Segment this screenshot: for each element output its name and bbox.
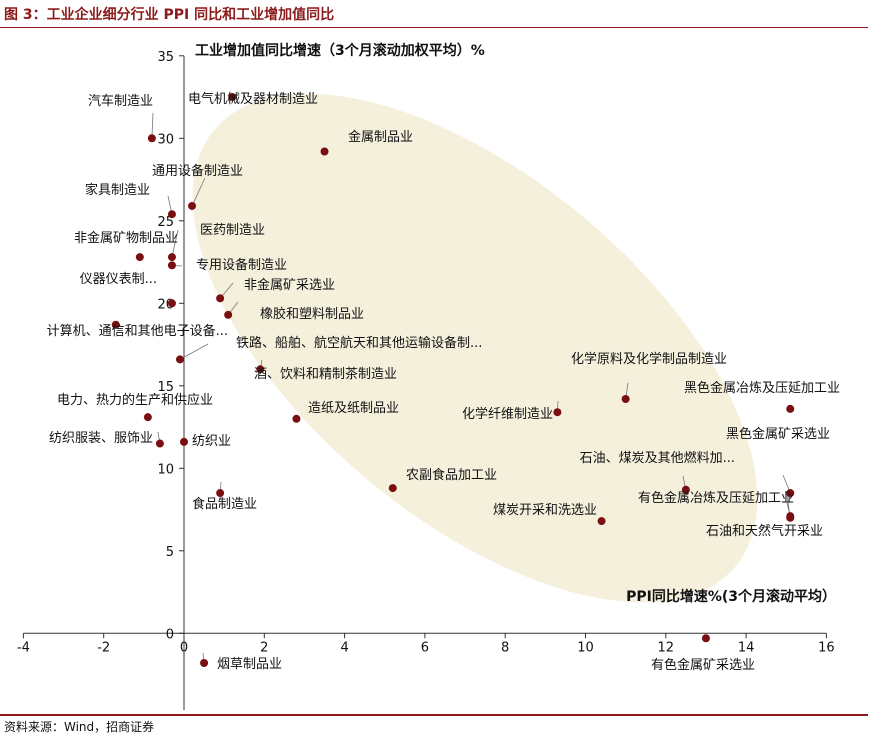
data-point <box>147 134 156 143</box>
y-tick-label: 5 <box>166 545 174 560</box>
point-label: 金属制品业 <box>348 129 413 145</box>
data-point <box>224 310 233 319</box>
point-label: 纺织服装、服饰业 <box>49 431 153 446</box>
data-point <box>167 253 176 262</box>
data-point <box>681 485 690 494</box>
point-label: 纺织业 <box>192 434 231 449</box>
point-label: 计算机、通信和其他电子设备... <box>47 323 228 339</box>
x-tick-label: 4 <box>340 640 348 655</box>
data-point <box>143 413 152 422</box>
data-point <box>786 404 795 413</box>
x-tick-label: 10 <box>577 640 594 655</box>
data-point <box>167 261 176 270</box>
y-tick-label: 10 <box>157 462 174 477</box>
point-label: 酒、饮料和精制茶制造业 <box>254 366 397 382</box>
point-label: 专用设备制造业 <box>196 257 287 273</box>
point-labels: 汽车制造业 电气机械及器材制造业金属制品业通用设备制造业家具制造业非金属矿物制品业… <box>47 91 840 673</box>
point-label: 化学纤维制造业 <box>462 406 553 422</box>
x-tick-label: 0 <box>180 640 188 655</box>
data-point <box>388 484 397 493</box>
data-point <box>320 147 329 156</box>
data-point <box>180 437 188 446</box>
data-point <box>553 408 562 417</box>
point-label: 造纸及纸制品业 <box>308 401 399 416</box>
data-point <box>621 395 630 403</box>
x-axis-label: PPI同比增速%(3个月滚动平均） <box>626 588 836 605</box>
x-tick-label: 6 <box>421 640 429 655</box>
highlight-ellipse-layer <box>192 93 758 603</box>
source-note: 资料来源：Wind，招商证券 <box>4 720 155 734</box>
y-tick-label: 0 <box>166 627 174 642</box>
y-tick-label: 25 <box>157 215 174 230</box>
point-label: 石油、煤炭及其他燃料加... <box>580 450 735 466</box>
point-label: 非金属矿物制品业 <box>74 230 178 246</box>
y-axis-label: 工业增加值同比增速（3个月滚动加权平均）% <box>195 42 485 59</box>
data-point <box>135 253 144 262</box>
y-tick-label: 30 <box>157 132 174 147</box>
figure-footer: 资料来源：Wind，招商证券 <box>0 712 872 744</box>
point-label: 通用设备制造业 <box>152 163 243 179</box>
point-label: 仪器仪表制... <box>80 272 157 287</box>
point-label: 医药制造业 <box>200 223 265 238</box>
header-rule <box>0 27 868 28</box>
data-point <box>175 355 184 364</box>
x-tick-label: 2 <box>260 640 268 655</box>
point-label: 电力、热力的生产和供应业 <box>57 392 213 408</box>
highlight-ellipse <box>192 93 758 603</box>
data-point <box>200 659 209 667</box>
leader-line <box>171 229 179 258</box>
x-tick-label: 14 <box>738 640 755 655</box>
data-points <box>111 93 795 667</box>
data-point <box>111 320 120 329</box>
point-label: 非金属矿采选业 <box>244 277 335 293</box>
leader-line <box>191 177 206 207</box>
data-point <box>597 517 606 526</box>
point-label: 汽车制造业 <box>88 93 153 109</box>
point-label: 烟草制品业 <box>217 657 282 672</box>
y-tick-label: 35 <box>157 50 174 65</box>
point-label: 家具制造业 <box>85 182 150 198</box>
data-point <box>292 414 301 423</box>
data-point <box>167 210 176 219</box>
point-label: 铁路、船舶、航空航天和其他运输设备制... <box>236 335 482 351</box>
data-point <box>216 489 225 498</box>
data-point <box>228 93 237 102</box>
point-label: 农副食品加工业 <box>406 467 497 483</box>
point-label: 黑色金属冶炼及压延加工业 <box>684 380 840 396</box>
figure-header: 图 3：工业企业细分行业 PPI 同比和工业增加值同比 <box>0 0 872 28</box>
point-label: 橡胶和塑料制品业 <box>260 306 364 322</box>
data-point <box>701 634 710 643</box>
figure-title: 图 3：工业企业细分行业 PPI 同比和工业增加值同比 <box>4 7 335 23</box>
x-tick-label: -2 <box>97 640 110 655</box>
point-label: 石油和天然气开采业 <box>706 523 823 539</box>
point-label: 有色金属冶炼及压延加工业 <box>638 490 794 506</box>
data-point <box>786 489 795 498</box>
point-label: 化学原料及化学制品制造业 <box>571 351 727 367</box>
point-label: 煤炭开采和洗选业 <box>493 503 597 518</box>
data-point <box>256 365 265 374</box>
point-label: 食品制造业 <box>192 496 257 512</box>
footer-rule <box>0 714 868 716</box>
point-label: 电气机械及器材制造业 <box>188 91 318 107</box>
x-tick-label: 12 <box>658 640 675 655</box>
leader-line <box>151 112 154 139</box>
x-tick-label: 8 <box>501 640 509 655</box>
data-point <box>155 439 164 448</box>
leader-line <box>179 343 209 360</box>
data-point <box>167 299 176 308</box>
point-label: 黑色金属矿采选业 <box>726 426 830 442</box>
data-point <box>188 201 197 210</box>
data-point <box>786 512 795 521</box>
data-point <box>216 294 225 303</box>
y-tick-label: 15 <box>157 380 174 395</box>
x-tick-label: -4 <box>17 640 30 655</box>
x-tick-label: 16 <box>818 640 835 655</box>
point-label: 有色金属矿采选业 <box>651 657 755 673</box>
